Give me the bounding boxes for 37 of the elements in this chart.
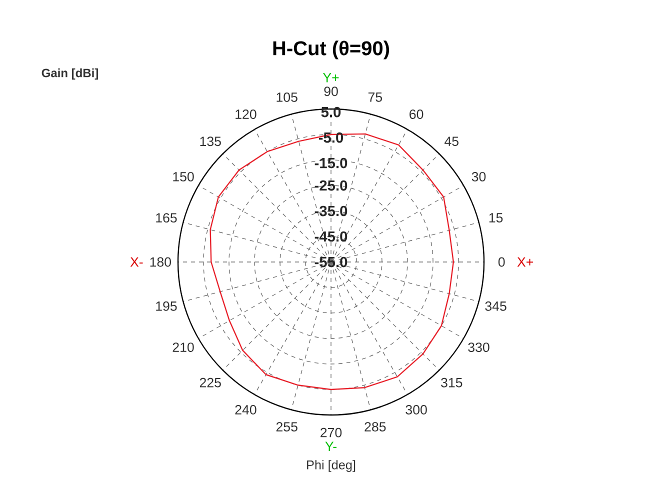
spoke-label: 120 [236,110,256,119]
spoke-label: 105 [276,92,298,102]
text: X+ [517,257,534,267]
y-tick-label: 5.0 [321,106,341,118]
spoke-label: 75 [368,92,382,102]
spoke-label: 180 [150,257,172,267]
text: Y- [325,442,336,451]
text: Y+ [322,73,339,82]
spoke-label: 90 [324,86,338,96]
text: X- [130,257,143,267]
spoke-label: 315 [441,378,462,388]
spoke-label: 165 [156,213,177,223]
spoke-label: 270 [320,428,342,438]
y-tick-label: -35.0 [314,206,348,216]
text: Phi [deg] [307,460,356,472]
spoke-label: 195 [156,301,177,311]
spoke-label: 60 [410,110,424,119]
spoke-label: 225 [200,378,221,388]
chart-title: H-Cut (θ=90) [273,40,390,60]
spoke-label: 345 [485,301,506,311]
y-tick-label: -25.0 [314,180,348,191]
y-tick-label: -45.0 [314,231,348,242]
spoke-label: 330 [468,342,490,352]
text: Gain [dBi] [42,68,98,80]
spoke-label: 45 [444,136,458,146]
spoke-label: 255 [276,422,298,432]
spoke-label: 285 [364,422,386,432]
spoke-label: 300 [406,405,427,414]
spoke-label: 150 [173,172,194,182]
y-tick-label: -15.0 [314,158,348,168]
spoke-label: 0 [498,257,505,267]
spoke-label: 240 [235,405,256,414]
spoke-label: 15 [489,213,503,222]
spoke-label: 30 [472,172,486,182]
spoke-label: 135 [200,136,221,146]
y-tick-label: -5.0 [318,132,344,143]
spoke-label: 210 [172,342,194,352]
